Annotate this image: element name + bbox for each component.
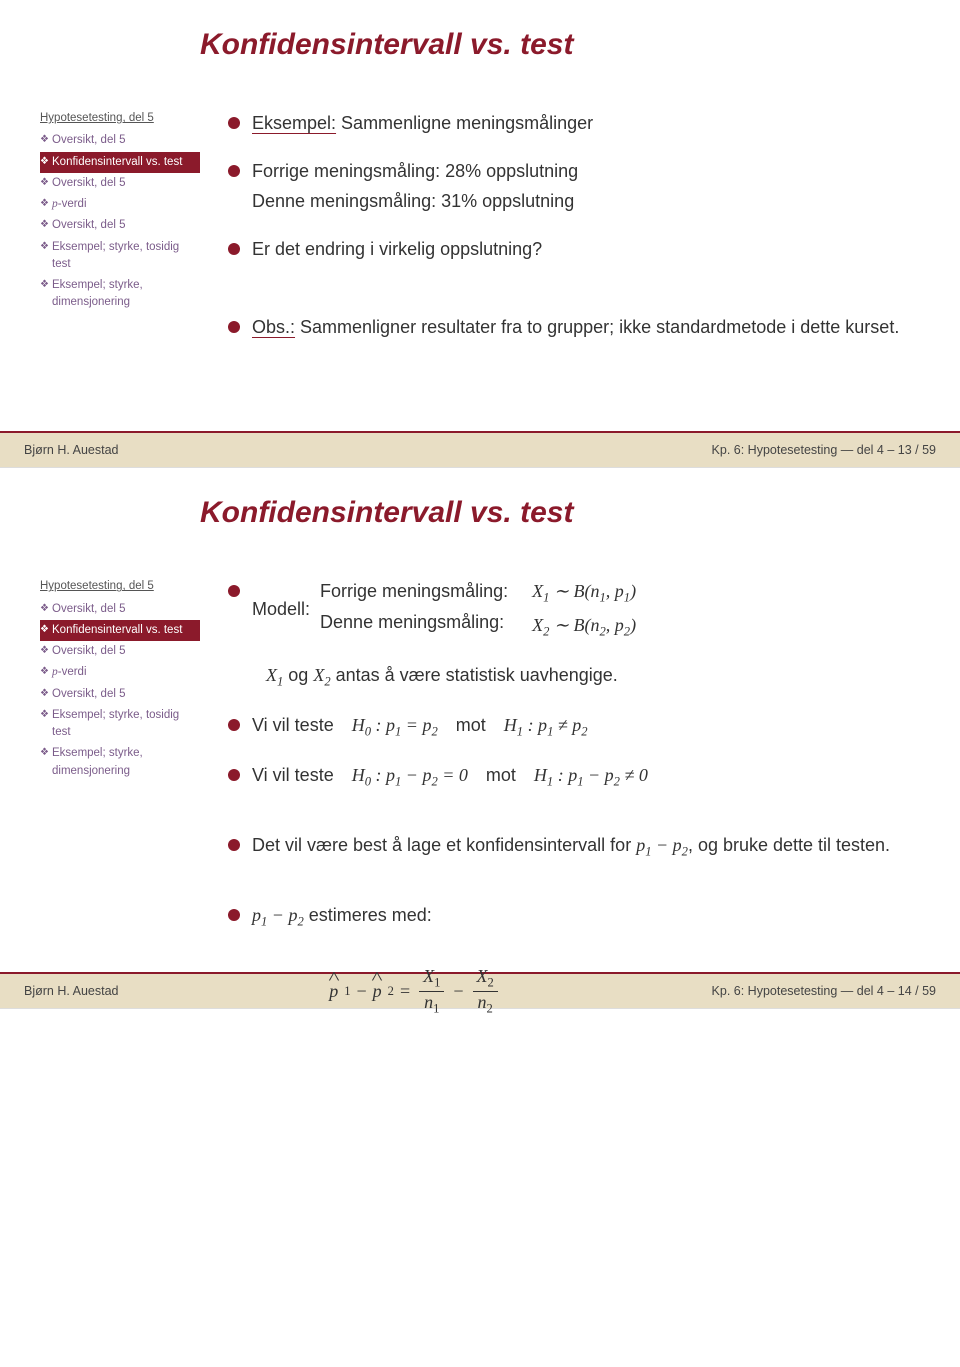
slide-body: Hypotesetesting, del 5 Oversikt, del 5 K…: [0, 80, 960, 381]
model-row2-math: X2 ∼ B(n2, p2): [532, 612, 636, 642]
sidebar-item[interactable]: Oversikt, del 5: [40, 215, 200, 236]
footer-page: Kp. 6: Hypotesetesting — del 4 – 13 / 59: [712, 443, 936, 457]
bullet-item: Forrige meningsmåling: 28% oppslutning D…: [228, 158, 920, 216]
sidebar-item-active[interactable]: Konfidensintervall vs. test: [40, 620, 200, 641]
slide-13: Konfidensintervall vs. test Hypotesetest…: [0, 0, 960, 468]
bullet-item: Obs.: Sammenligner resultater fra to gru…: [228, 314, 920, 342]
slide-title: Konfidensintervall vs. test: [200, 0, 960, 80]
h1: H1 : p1 − p2 ≠ 0: [534, 762, 648, 792]
main-content: Modell: Forrige meningsmåling: Denne men…: [200, 578, 920, 952]
h1: H1 : p1 ≠ p2: [504, 712, 588, 742]
test-mid: mot: [486, 762, 516, 790]
h0: H0 : p1 − p2 = 0: [352, 762, 468, 792]
sidebar-nav: Hypotesetesting, del 5 Oversikt, del 5 K…: [40, 110, 200, 361]
main-content: Eksempel: Sammenligne meningsmålinger Fo…: [200, 110, 920, 361]
model-row1-label: Forrige meningsmåling:: [320, 578, 508, 606]
sidebar-item[interactable]: Eksempel; styrke, dimensjonering: [40, 743, 200, 782]
bullet-underline: Obs.:: [252, 317, 295, 337]
bullet-test-2: Vi vil teste H0 : p1 − p2 = 0 mot H1 : p…: [228, 762, 920, 792]
bullet-item: Er det endring i virkelig oppslutning?: [228, 236, 920, 264]
footer-equation: p1 − p2 = X1 n1 − X2 n2: [329, 966, 501, 1016]
bullet-best: Det vil være best å lage et konfidensint…: [228, 832, 920, 862]
bullet-test-1: Vi vil teste H0 : p1 = p2 mot H1 : p1 ≠ …: [228, 712, 920, 742]
sidebar-item-active[interactable]: Konfidensintervall vs. test: [40, 152, 200, 173]
sidebar-item[interactable]: Eksempel; styrke, dimensjonering: [40, 275, 200, 314]
bullet-line1: Forrige meningsmåling: 28% oppslutning: [252, 161, 578, 181]
slide-body: Hypotesetesting, del 5 Oversikt, del 5 K…: [0, 548, 960, 972]
bullet-model: Modell: Forrige meningsmåling: Denne men…: [228, 578, 920, 641]
sidebar-heading: Hypotesetesting, del 5: [40, 578, 200, 595]
test-lead: Vi vil teste: [252, 762, 334, 790]
model-row1-math: X1 ∼ B(n1, p1): [532, 578, 636, 608]
bullet-line2: Denne meningsmåling: 31% oppslutning: [252, 188, 920, 216]
footer-page: Kp. 6: Hypotesetesting — del 4 – 14 / 59: [712, 984, 936, 998]
independence-note: X1 og X2 antas å være statistisk uavheng…: [266, 662, 920, 692]
model-row2-label: Denne meningsmåling:: [320, 609, 508, 637]
best-pre: Det vil være best å lage et konfidensint…: [252, 835, 636, 855]
slide-footer: Bjørn H. Auestad Kp. 6: Hypotesetesting …: [0, 431, 960, 467]
test-mid: mot: [456, 712, 486, 740]
frac-2: X2 n2: [473, 966, 498, 1016]
bullet-item: Eksempel: Sammenligne meningsmålinger: [228, 110, 920, 138]
best-math: p1 − p2: [636, 835, 688, 855]
slide-footer: Bjørn H. Auestad p1 − p2 = X1 n1 − X2 n2…: [0, 972, 960, 1008]
model-label: Modell:: [252, 596, 310, 624]
bullet-text: Sammenligner resultater fra to grupper; …: [295, 317, 899, 337]
sidebar-item[interactable]: Eksempel; styrke, tosidig test: [40, 705, 200, 744]
bullet-estim: p1 − p2 estimeres med:: [228, 902, 920, 932]
bullet-text: Sammenligne meningsmålinger: [336, 113, 593, 133]
sidebar-item[interactable]: Oversikt, del 5: [40, 173, 200, 194]
sidebar-item[interactable]: p-verdi: [40, 662, 200, 683]
h0: H0 : p1 = p2: [352, 712, 438, 742]
slide-14: Konfidensintervall vs. test Hypotesetest…: [0, 468, 960, 1009]
sidebar-item[interactable]: Oversikt, del 5: [40, 130, 200, 151]
bullet-underline: Eksempel:: [252, 113, 336, 133]
bullet-text: Er det endring i virkelig oppslutning?: [252, 239, 542, 259]
frac-1: X1 n1: [419, 966, 444, 1016]
slide-title: Konfidensintervall vs. test: [200, 468, 960, 548]
sidebar-item[interactable]: p-verdi: [40, 194, 200, 215]
sidebar-heading: Hypotesetesting, del 5: [40, 110, 200, 127]
footer-author: Bjørn H. Auestad: [24, 443, 119, 457]
sidebar-nav: Hypotesetesting, del 5 Oversikt, del 5 K…: [40, 578, 200, 952]
sidebar-item[interactable]: Oversikt, del 5: [40, 599, 200, 620]
best-post: , og bruke dette til testen.: [688, 835, 890, 855]
sidebar-item[interactable]: Eksempel; styrke, tosidig test: [40, 237, 200, 276]
sidebar-item[interactable]: Oversikt, del 5: [40, 684, 200, 705]
footer-author: Bjørn H. Auestad: [24, 984, 119, 998]
p2-hat: p: [373, 981, 382, 1002]
estim-math: p1 − p2: [252, 905, 304, 925]
p1-hat: p: [329, 981, 338, 1002]
test-lead: Vi vil teste: [252, 712, 334, 740]
sidebar-item[interactable]: Oversikt, del 5: [40, 641, 200, 662]
estim-post: estimeres med:: [304, 905, 432, 925]
